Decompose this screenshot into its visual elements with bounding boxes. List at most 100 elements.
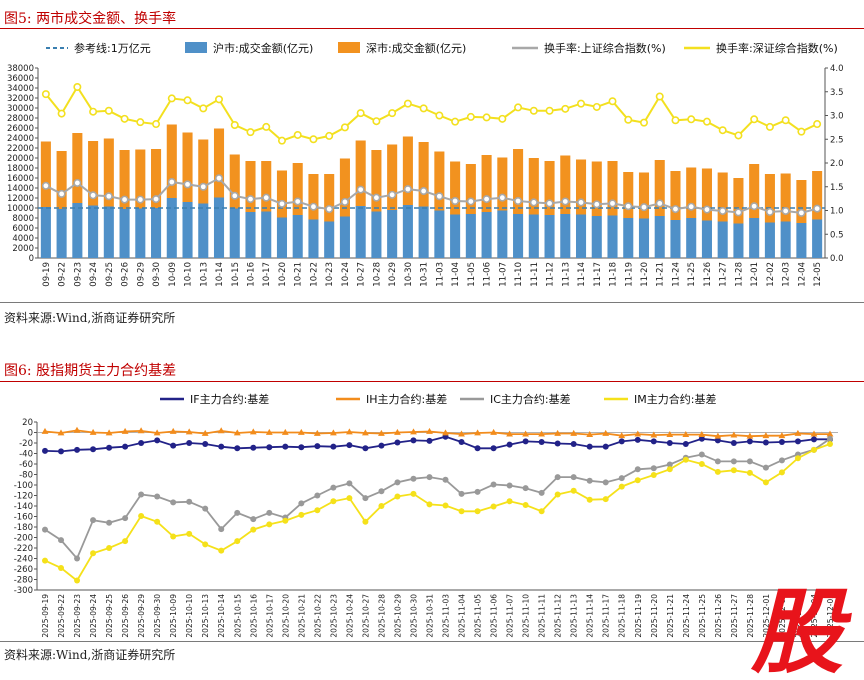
bar-sh-12-03: [780, 221, 791, 258]
point-sz-turnover: [41, 90, 50, 99]
chart2-x-label: 2025-11-26: [714, 594, 723, 638]
chart2-y-tick-label: -160: [14, 513, 33, 523]
point-IC主力合约:基差: [122, 515, 129, 522]
chart2-x-label: 2025-10-13: [201, 594, 210, 638]
point-IF主力合约:基差: [234, 445, 241, 452]
bar-sh-10-30: [402, 205, 413, 258]
point-sh-turnover: [435, 192, 444, 201]
point-sz-turnover: [120, 114, 129, 123]
watermark-char: 股: [750, 580, 852, 676]
point-IM主力合约:基差: [202, 541, 209, 548]
bar-sh-11-26: [701, 220, 712, 258]
point-IC主力合约:基差: [266, 509, 273, 516]
point-sh-turnover: [340, 197, 349, 206]
point-IF主力合约:基差: [58, 448, 65, 455]
point-IM主力合约:基差: [362, 518, 369, 525]
point-IF主力合约:基差: [682, 441, 689, 448]
bar-sz-10-23: [324, 174, 335, 222]
chart2-x-label: 2025-09-26: [121, 594, 130, 638]
point-sz-turnover: [687, 115, 696, 124]
chart1-left-tick-label: 22000: [7, 144, 34, 154]
legend-label: 换手率:深证综合指数(%): [716, 41, 838, 55]
chart2-x-label: 2025-10-28: [377, 594, 386, 638]
bar-sz-10-24: [339, 158, 350, 217]
chart2-x-label: 2025-12-02: [778, 594, 787, 638]
point-sz-turnover: [702, 117, 711, 126]
point-IH主力合约:基差: [650, 431, 658, 438]
point-sh-turnover: [388, 190, 397, 199]
point-IH主力合约:基差: [73, 426, 81, 433]
point-sz-turnover: [215, 95, 224, 104]
point-IC主力合约:基差: [778, 457, 785, 464]
bar-sz-12-04: [796, 180, 807, 223]
chart2-x-label: 2025-10-23: [329, 594, 338, 638]
point-IC主力合约:基差: [730, 458, 737, 465]
point-IF主力合约:基差: [266, 444, 273, 451]
bar-sz-10-16: [245, 161, 256, 212]
chart2-x-label: 2025-11-12: [554, 594, 563, 638]
point-IC主力合约:基差: [314, 492, 321, 499]
point-IF主力合约:基差: [810, 436, 817, 443]
point-sz-turnover: [57, 109, 66, 118]
chart1-x-label: 10-10: [184, 262, 194, 287]
point-IM主力合约:基差: [730, 467, 737, 474]
point-IM主力合约:基差: [682, 456, 689, 463]
bar-sh-11-11: [528, 214, 539, 258]
point-sh-turnover: [325, 205, 334, 214]
chart1-x-label: 11-13: [561, 262, 571, 287]
point-sz-turnover: [451, 117, 460, 126]
figure1-source: 资料来源:Wind,浙商证券研究所: [4, 311, 176, 325]
chart1-x-label: 11-28: [734, 262, 744, 287]
point-IF主力合约:基差: [634, 436, 641, 443]
point-sz-turnover: [498, 114, 507, 123]
point-sz-turnover: [781, 116, 790, 125]
chart1-right-tick-label: 1.0: [830, 207, 844, 217]
chart1-left-tick-label: 18000: [7, 164, 34, 174]
point-IM主力合约:基差: [330, 498, 337, 505]
bar-sh-10-23: [324, 221, 335, 258]
chart1-right-tick-label: 3.5: [830, 88, 844, 98]
chart1-x-label: 12-05: [813, 262, 823, 287]
point-sh-turnover: [639, 203, 648, 212]
point-IC主力合约:基差: [650, 465, 657, 472]
point-IH主力合约:基差: [602, 429, 610, 436]
chart1-x-label: 11-19: [624, 262, 634, 287]
bar-sh-09-22: [56, 209, 67, 258]
line-IM主力合约:基差: [44, 443, 831, 582]
bar-sh-12-02: [764, 222, 775, 258]
point-sz-turnover: [624, 115, 633, 124]
chart1-x-label: 10-31: [420, 262, 430, 287]
chart2-x-label: 2025-10-29: [393, 594, 402, 638]
point-IH主力合约:基差: [137, 427, 145, 434]
chart2-x-label: 2025-09-30: [153, 594, 162, 638]
point-sz-turnover: [230, 121, 239, 130]
chart1-right-tick-label: 1.5: [830, 183, 844, 193]
bar-sh-09-19: [40, 207, 51, 258]
bar-sz-12-05: [812, 171, 823, 220]
point-IH主力合约:基差: [217, 427, 225, 434]
point-IH主力合约:基差: [586, 431, 594, 437]
point-sh-turnover: [687, 202, 696, 211]
chart2-y-tick-label: -180: [14, 523, 33, 533]
legend-label: 深市:成交金额(亿元): [366, 41, 466, 55]
chart1-right-tick-label: 2.5: [830, 135, 844, 145]
point-IF主力合约:基差: [762, 439, 769, 446]
point-IH主力合约:基差: [618, 432, 626, 439]
point-IH主力合约:基差: [378, 429, 385, 436]
chart2-x-label: 2025-09-24: [89, 594, 98, 638]
point-IC主力合约:基差: [762, 464, 769, 471]
figure2-title: 图6: 股指期货主力合约基差: [4, 363, 177, 379]
point-IH主力合约:基差: [426, 427, 433, 434]
point-IH主力合约:基差: [394, 428, 401, 435]
point-IH主力合约:基差: [281, 428, 289, 435]
bar-sz-11-07: [497, 157, 508, 211]
point-sh-turnover: [120, 195, 129, 204]
point-sh-turnover: [765, 207, 774, 216]
chart1-left-tick-label: 38000: [7, 64, 34, 74]
bar-sh-10-13: [198, 203, 209, 258]
point-IM主力合约:基差: [378, 503, 385, 509]
point-IH主力合约:基差: [265, 428, 273, 435]
point-IF主力合约:基差: [474, 445, 481, 452]
chart1-x-label: 12-01: [750, 262, 760, 287]
chart1-left-tick-label: 12000: [7, 194, 34, 204]
